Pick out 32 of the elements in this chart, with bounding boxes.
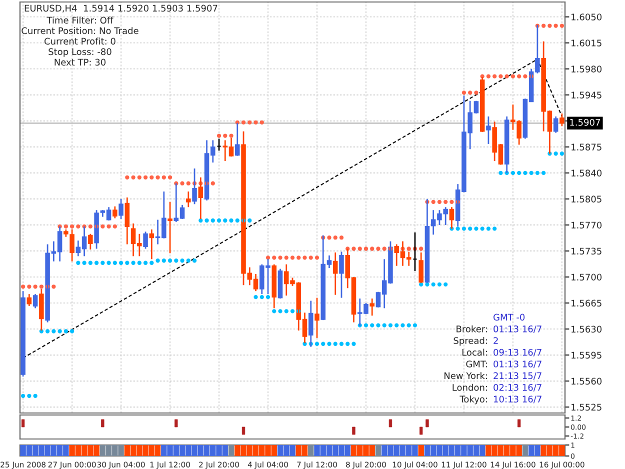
annotation: Time Filter: Off	[46, 16, 114, 24]
y-tick-label: 1.6015	[572, 40, 602, 46]
y-tick-label: 1.5805	[572, 196, 602, 203]
y-tick-label: 1.5700	[572, 274, 602, 281]
annotation: London: 02:13 16/7	[452, 384, 542, 392]
candlestick	[168, 201, 172, 254]
y-tick-label: 1.5595	[572, 352, 602, 359]
y-tick-label: 1.5630	[572, 326, 602, 333]
annotation: GMT -0	[494, 314, 525, 321]
annotation: Tokyo: 10:13 16/7	[460, 396, 542, 404]
annotation: GMT: 01:13 16/7	[466, 360, 542, 368]
annotation: Broker: 01:13 16/7	[456, 325, 542, 334]
candlestick	[486, 116, 491, 145]
annotation: Next TP: 30	[54, 58, 106, 66]
y-tick-label: 1.5560	[572, 378, 602, 385]
annotation: Current Profit: 0	[44, 38, 116, 45]
y-tick-label: 1.5945	[572, 92, 602, 98]
y-tick-label: 1.5770	[572, 222, 602, 229]
annotation: Stop Loss: -80	[48, 48, 112, 57]
y-tick-label: 1.5980	[572, 66, 602, 72]
y-tick-label: 1.5840	[572, 170, 602, 176]
annotation: Spread: 2	[454, 337, 498, 346]
y-tick-label: 1.5525	[572, 404, 602, 411]
y-tick-label: 1.5875	[572, 144, 602, 150]
annotation: New York: 21:13 15/7	[444, 372, 542, 380]
y-tick-label: 1.6050	[572, 14, 602, 20]
y-tick-label: 1.5735	[572, 248, 602, 255]
chart-title: EURUSD,H4 1.5914 1.5920 1.5903 1.5907	[24, 4, 218, 13]
annotation: Current Position: No Trade	[22, 27, 138, 34]
ref-line-label: 1.5907	[570, 118, 600, 126]
y-tick-label: 1.5665	[572, 300, 602, 307]
annotation: Local: 09:13 16/7	[462, 348, 542, 356]
